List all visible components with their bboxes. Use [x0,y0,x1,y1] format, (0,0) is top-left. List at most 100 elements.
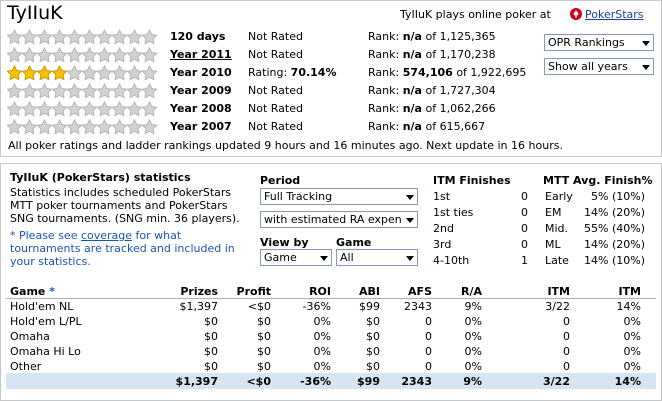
expense-select[interactable]: with estimated RA expen [260,211,418,228]
mtt-value: 14% (10%) [584,254,645,267]
mtt-label: Early [545,190,573,203]
star [51,119,68,135]
view-label: View by [260,236,309,249]
star [21,47,38,63]
desc-line: MTT poker tournaments and PokerStars [10,199,228,212]
cell: $0 [204,315,218,328]
rating: Not Rated [248,120,303,133]
game-help[interactable]: * [49,285,55,298]
itm-value: 0 [521,190,528,203]
rank: Rank: n/a of 1,062,266 [368,102,496,115]
cell: $0 [257,360,271,373]
cell: $0 [366,315,380,328]
star [66,119,83,135]
game-name: Omaha Hi Lo [10,345,81,358]
game-select[interactable]: All [336,249,418,266]
rankings-select[interactable]: OPR Rankings [544,34,654,51]
star [126,119,143,135]
rank-label: Rank: [368,102,400,115]
rating: Not Rated [248,84,303,97]
rating-text: Rating: [248,66,288,79]
cell: 0 [563,315,570,328]
rating-text: Not Rated [248,120,303,133]
cell: $0 [257,345,271,358]
game-name: Omaha [10,330,50,343]
period-select[interactable]: Full Tracking [260,188,418,205]
star [51,65,68,81]
coverage-link[interactable]: coverage [80,229,133,242]
star [126,47,143,63]
itm-label: 4-10th [433,254,470,267]
site-link[interactable]: PokerStars [585,8,644,21]
rating: Not Rated [248,102,303,115]
total-cell: 3/22 [543,375,570,388]
mtt-value: 5% (10%) [591,190,645,203]
note-text: * Please see [10,229,78,242]
period[interactable]: Year 2011 [170,48,232,61]
star [21,29,38,45]
rank-value: n/a [402,102,422,115]
view-select[interactable]: Game [260,249,332,266]
star [66,83,83,99]
mtt-label: EM [545,206,562,219]
cell: 0 [425,315,432,328]
rating-text: Not Rated [248,102,303,115]
rank-label: Rank: [368,66,400,79]
star [7,65,23,81]
star [7,47,23,63]
cell: 0% [464,360,482,373]
star [66,29,83,45]
mtt-value: 55% (40%) [584,222,645,235]
star [51,83,68,99]
star [21,65,38,81]
star [111,29,128,45]
star [81,101,98,117]
star [81,29,98,45]
site-icon [570,8,582,20]
rating: Not Rated [248,48,303,61]
star-rating [7,119,158,135]
star [81,47,98,63]
years-select[interactable]: Show all years [544,58,654,75]
rank-value: n/a [402,84,422,97]
cell: 3/22 [545,300,570,313]
rank: Rank: n/a of 1,727,304 [368,84,496,97]
star [111,65,128,81]
itm-label: 1st [433,190,451,203]
star [141,29,158,45]
cell: <$0 [247,300,271,313]
rating: Rating: 70.14% [248,66,337,79]
desc-line: Statistics includes scheduled PokerStars [10,186,232,199]
note-text: for what tournaments are tracked and inc… [10,229,235,268]
itm-value: 0 [521,222,528,235]
game-name: Hold'em L/PL [10,315,82,328]
total-cell: -36% [300,375,331,388]
cell: $0 [204,330,218,343]
rank-value: n/a [402,48,422,61]
cell: 0 [425,330,432,343]
period-label: Period [260,174,301,187]
star [21,119,38,135]
total-cell: 2343 [401,375,432,388]
header-rule [6,298,656,299]
cell: 0% [464,330,482,343]
cell: 0% [623,360,641,373]
cell: 0 [563,360,570,373]
desc-line: SNG tournaments. (SNG min. 36 players). [10,212,240,225]
star [126,29,143,45]
star [7,83,23,99]
star-rating [7,65,158,81]
mtt-title: MTT Avg. Finish% [543,174,653,187]
rank-value: 574,106 [402,66,453,79]
total-cell: <$0 [246,375,271,388]
star [81,83,98,99]
game-name: Other [10,360,42,373]
star [96,83,113,99]
rank-label: Rank: [368,30,400,43]
rating-text: Not Rated [248,30,303,43]
star [81,119,98,135]
star [51,47,68,63]
cell: $0 [366,330,380,343]
cell: 0% [313,315,331,328]
itm-value: 0 [521,206,528,219]
